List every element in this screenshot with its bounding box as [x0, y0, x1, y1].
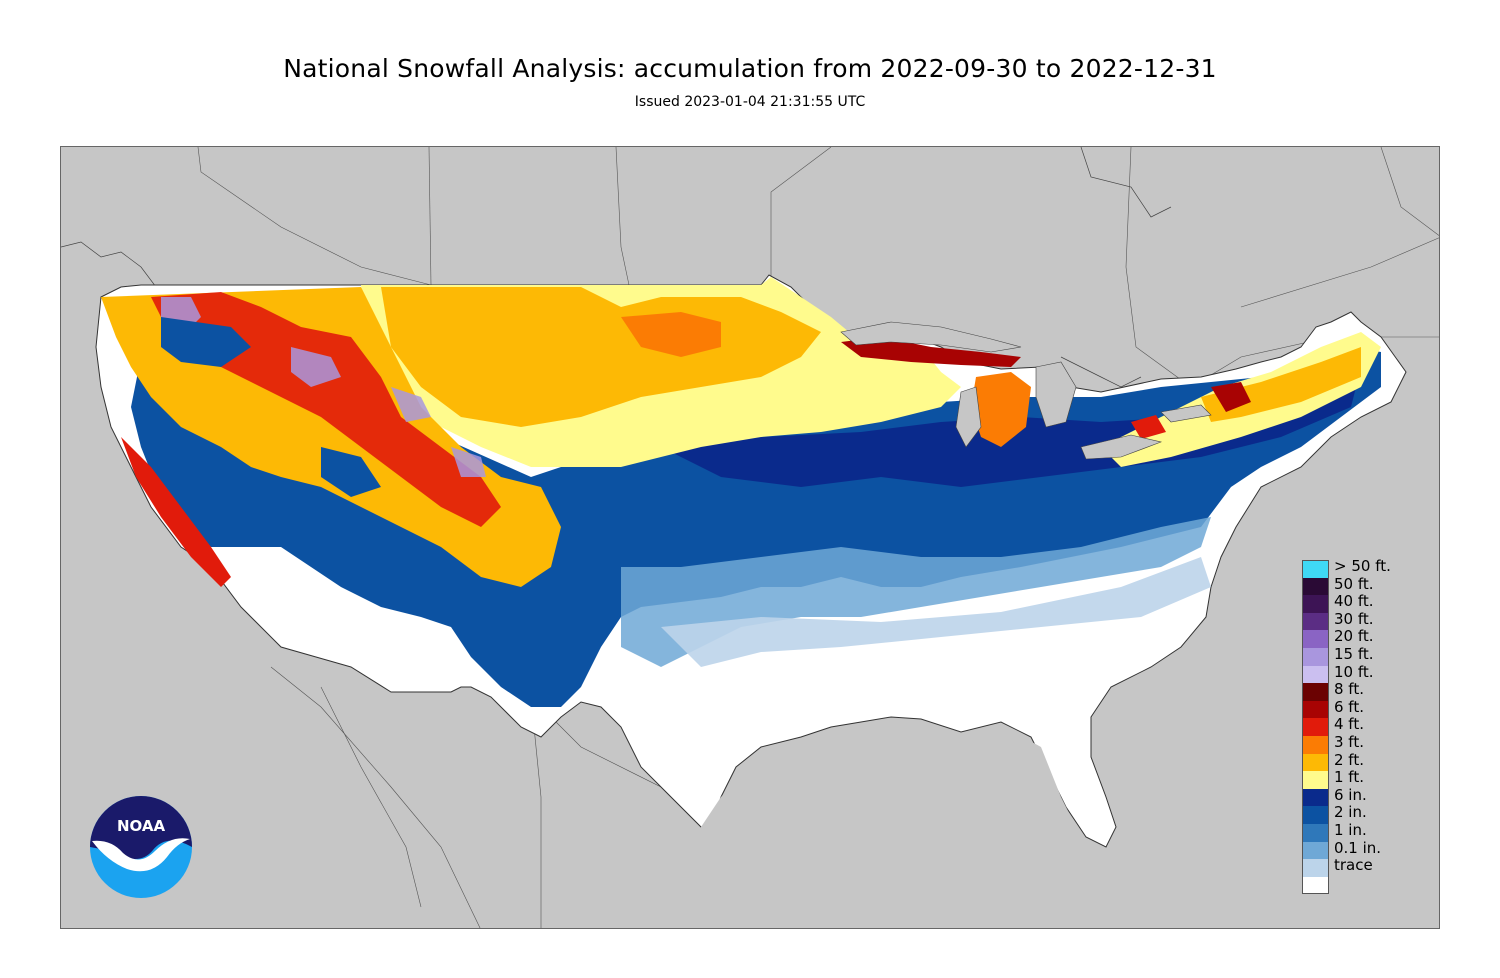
noaa-logo-text: NOAA: [117, 817, 166, 835]
legend-swatch: [1302, 735, 1329, 754]
legend-swatch: [1302, 595, 1329, 613]
legend-swatch: [1302, 753, 1329, 772]
great-lakes: [840, 321, 1212, 460]
legend-swatch: [1302, 577, 1329, 596]
snow-band-trace: [661, 557, 1211, 667]
legend-swatch: [1302, 560, 1329, 578]
legend-swatch: [1302, 700, 1329, 719]
michigan-snow: [971, 372, 1031, 447]
noaa-logo: NOAA: [90, 796, 192, 898]
legend-label: > 50 ft.: [1334, 557, 1391, 575]
coastline-lines: [61, 147, 1172, 388]
legend-swatch: [1302, 683, 1329, 701]
snowfall-map: [60, 146, 1440, 929]
legend-swatch: [1302, 630, 1329, 648]
legend-label: 2 in.: [1334, 803, 1367, 822]
legend-label: 6 ft.: [1334, 697, 1364, 716]
legend-swatch: [1302, 806, 1329, 824]
tug-hill-snow: [1211, 382, 1251, 412]
legend-swatch: [1302, 718, 1329, 736]
legend-label: 20 ft.: [1334, 627, 1374, 646]
legend-swatch: [1302, 665, 1329, 684]
legend-label: trace: [1334, 856, 1373, 875]
legend-label: 6 in.: [1334, 785, 1367, 804]
buffalo-snow: [1131, 415, 1166, 439]
legend-swatch: [1302, 841, 1329, 860]
snow-band-lightblue: [621, 517, 1211, 667]
legend-swatch: [1302, 647, 1329, 666]
legend-swatch: [1302, 823, 1329, 842]
legend-label: 40 ft.: [1334, 592, 1374, 611]
great-basin-blue: [161, 317, 381, 497]
legend-label: 15 ft.: [1334, 644, 1374, 663]
legend-label: 30 ft.: [1334, 609, 1374, 628]
western-mountains-purple: [161, 297, 486, 477]
lake-superior-snow: [841, 337, 1021, 367]
gulf-of-mexico: [681, 722, 1111, 928]
snow-band-blue: [131, 317, 1381, 707]
legend-label: 1 ft.: [1334, 768, 1364, 787]
legend-label: 50 ft.: [1334, 574, 1374, 593]
map-canvas: [61, 147, 1439, 928]
legend-label: 8 ft.: [1334, 680, 1364, 699]
legend-swatch: [1302, 771, 1329, 789]
legend-swatch: [1302, 788, 1329, 807]
snow-band-darkorange: [621, 312, 721, 357]
legend-swatch: [1302, 859, 1329, 877]
issued-timestamp: Issued 2023-01-04 21:31:55 UTC: [634, 94, 866, 110]
map-title: National Snowfall Analysis: accumulation…: [283, 54, 1217, 83]
legend-swatch: [1302, 876, 1329, 895]
legend-label: 1 in.: [1334, 820, 1367, 839]
legend-label: 4 ft.: [1334, 715, 1364, 734]
legend-label: 2 ft.: [1334, 750, 1364, 769]
legend-label: 0.1 in.: [1334, 838, 1382, 857]
sierra-snow: [121, 437, 231, 587]
legend-swatch: [1302, 612, 1329, 631]
legend-label: 10 ft.: [1334, 662, 1374, 681]
legend-label: 3 ft.: [1334, 732, 1364, 751]
